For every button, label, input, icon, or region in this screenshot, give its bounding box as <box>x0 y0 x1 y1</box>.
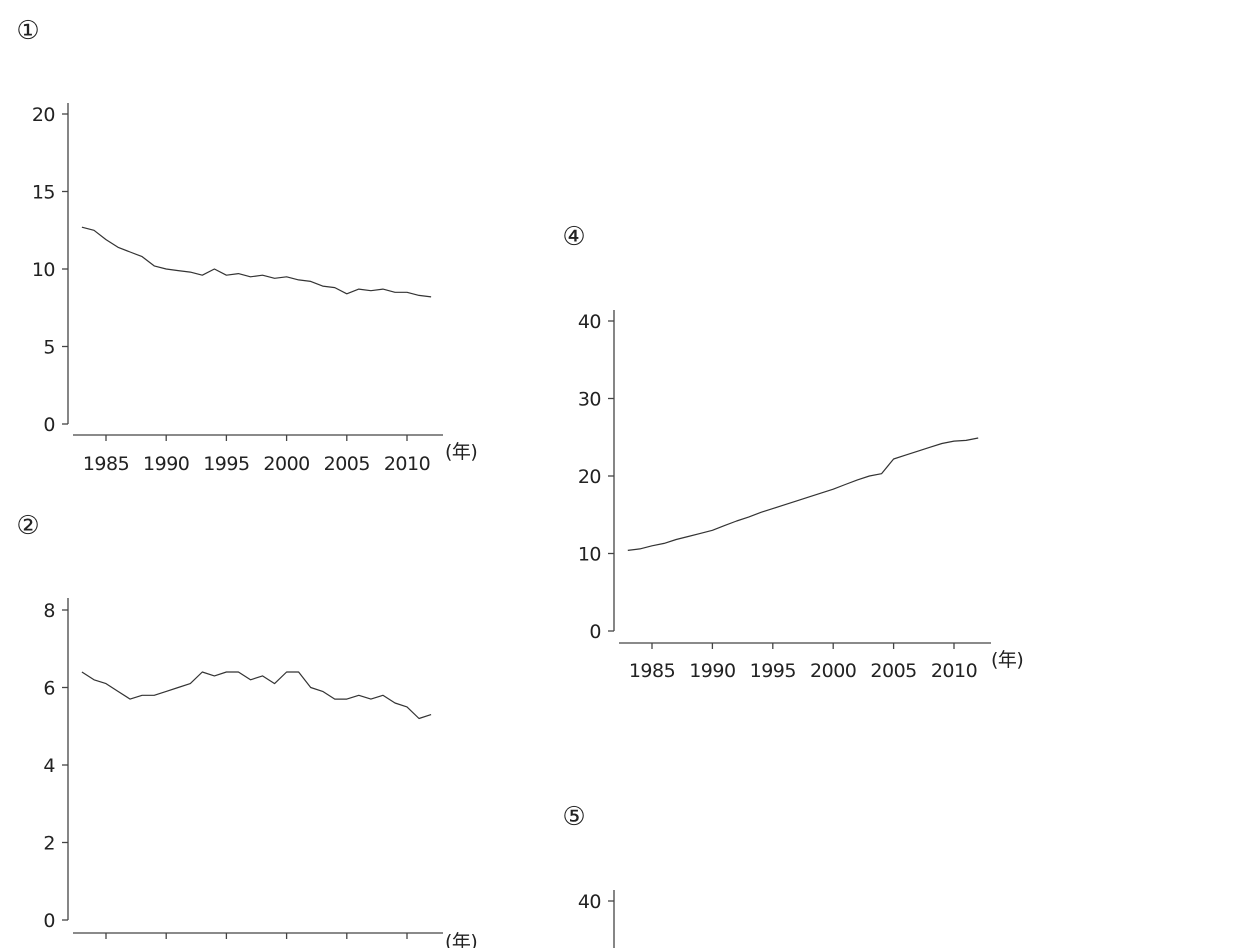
y-tick-label-1-5: 5 <box>43 337 55 359</box>
y-tick-label-2-2: 2 <box>43 833 55 855</box>
x-axis-unit-4: (年) <box>991 649 1023 671</box>
y-tick-label-1-0: 0 <box>43 414 55 436</box>
y-tick-label-4-20: 20 <box>578 466 601 488</box>
x-tick-label-4-1990: 1990 <box>689 660 735 682</box>
x-tick-label-1-1985: 1985 <box>83 453 129 475</box>
y-tick-label-2-8: 8 <box>43 600 55 622</box>
x-tick-label-4-2000: 2000 <box>810 660 856 682</box>
chart-panel-2: ② 0 2 4 6 8 (年) <box>16 511 477 948</box>
y-tick-label-4-10: 10 <box>578 544 601 566</box>
x-tick-label-1-2000: 2000 <box>263 453 309 475</box>
x-tick-label-1-2005: 2005 <box>324 453 370 475</box>
x-axis-unit-1: (年) <box>445 441 477 463</box>
x-tick-label-4-1985: 1985 <box>629 660 675 682</box>
panel-label-2: ② <box>16 511 39 541</box>
chart-panel-5: ⑤ 40 <box>562 802 615 948</box>
y-tick-label-2-6: 6 <box>43 678 55 700</box>
y-tick-label-4-0: 0 <box>589 621 601 643</box>
y-tick-label-1-15: 15 <box>32 182 55 204</box>
series-line-2 <box>81 671 432 720</box>
x-tick-label-4-1995: 1995 <box>750 660 796 682</box>
panel-label-5: ⑤ <box>562 802 585 832</box>
x-tick-label-1-1995: 1995 <box>203 453 249 475</box>
y-tick-label-1-20: 20 <box>32 104 55 126</box>
panel-label-4: ④ <box>562 222 585 252</box>
x-tick-label-4-2010: 2010 <box>931 660 977 682</box>
y-tick-label-1-10: 10 <box>32 259 55 281</box>
panel-label-1: ① <box>16 16 39 46</box>
x-tick-label-1-1990: 1990 <box>143 453 189 475</box>
chart-panel-4: ④ 0 10 20 30 40 1985 1990 1995 2000 2005 2010 (年) <box>562 222 1023 682</box>
y-tick-label-5-40: 40 <box>578 891 601 913</box>
y-tick-label-4-40: 40 <box>578 311 601 333</box>
x-tick-label-1-2010: 2010 <box>384 453 430 475</box>
x-tick-label-4-2005: 2005 <box>870 660 916 682</box>
series-line-1 <box>81 226 432 298</box>
y-tick-label-2-0: 0 <box>43 910 55 932</box>
y-tick-label-2-4: 4 <box>43 755 55 777</box>
x-axis-unit-2: (年) <box>445 931 477 948</box>
y-tick-label-4-30: 30 <box>578 389 601 411</box>
chart-panel-1: ① 0 5 10 15 20 1985 1990 1995 2000 2005 2010 (年) <box>16 16 477 475</box>
series-line-4 <box>627 437 979 551</box>
